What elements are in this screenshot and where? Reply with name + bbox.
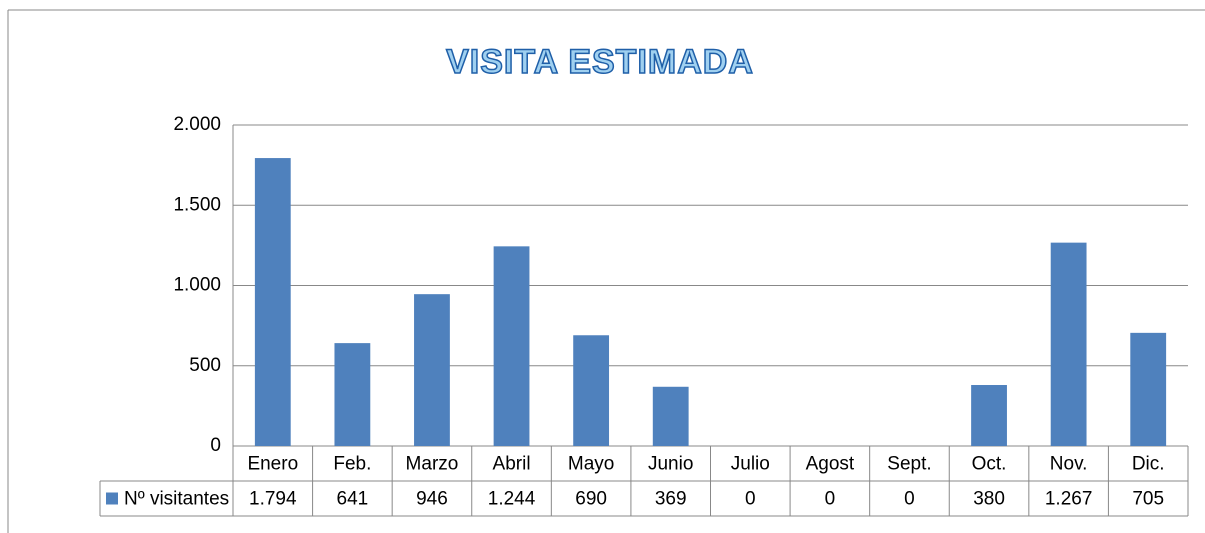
bar (493, 246, 530, 446)
legend-label: Nº visitantes (124, 489, 229, 510)
x-tick-label: Enero (247, 454, 298, 475)
data-label: 1.794 (249, 489, 297, 510)
x-tick-label: Feb. (333, 454, 371, 475)
data-label: 0 (904, 489, 915, 510)
legend-swatch (106, 492, 118, 505)
chart-title: VISITA ESTIMADA (446, 43, 754, 81)
y-tick-label: 1.000 (173, 275, 221, 296)
x-tick-label: Sept. (887, 454, 931, 475)
y-tick-label: 2.000 (173, 114, 221, 135)
data-label: 0 (825, 489, 836, 510)
y-tick-label: 0 (210, 435, 221, 456)
data-label: 380 (973, 489, 1005, 510)
data-label: 1.267 (1045, 489, 1093, 510)
x-tick-label: Junio (648, 454, 693, 475)
bar (414, 294, 450, 446)
bar (334, 343, 371, 446)
bar (971, 385, 1007, 446)
y-tick-label: 500 (189, 355, 221, 376)
data-label: 1.244 (488, 489, 536, 510)
data-label: 705 (1132, 489, 1164, 510)
data-label: 690 (575, 489, 607, 510)
bar (1130, 332, 1167, 446)
x-tick-label: Agost (806, 454, 855, 475)
data-label: 0 (745, 489, 756, 510)
bar (652, 386, 689, 446)
x-tick-label: Nov. (1050, 454, 1088, 475)
data-label: 369 (655, 489, 687, 510)
x-tick-label: Dic. (1132, 454, 1165, 475)
bar (1050, 242, 1087, 446)
data-label: 641 (337, 489, 369, 510)
bar (573, 335, 610, 446)
data-label: 946 (416, 489, 448, 510)
bar (254, 158, 291, 447)
x-tick-label: Abril (493, 454, 531, 475)
x-tick-label: Marzo (406, 454, 459, 475)
y-tick-label: 1.500 (173, 194, 221, 215)
x-tick-label: Mayo (568, 454, 614, 475)
x-tick-label: Julio (731, 454, 770, 475)
x-tick-label: Oct. (972, 454, 1007, 475)
